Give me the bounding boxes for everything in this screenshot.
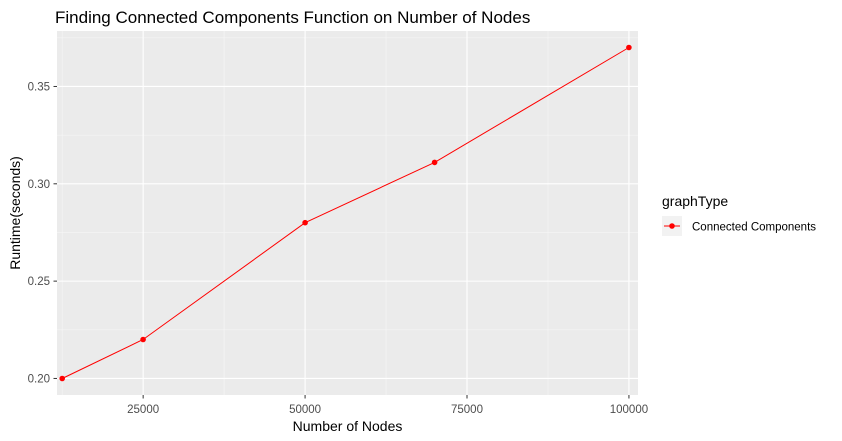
y-axis-title: Runtime(seconds) <box>7 156 23 270</box>
data-point <box>59 375 65 382</box>
major-gridlines <box>57 31 638 395</box>
legend: graphType Connected Components <box>662 193 816 236</box>
y-axis: 0.20 0.25 0.30 0.35 <box>28 81 57 385</box>
y-tick-label: 0.35 <box>28 81 50 93</box>
data-point <box>431 159 438 166</box>
data-point <box>302 219 308 226</box>
data-point <box>626 44 632 51</box>
plot-panel-background <box>57 31 638 395</box>
legend-label-connected-components: Connected Components <box>692 222 816 234</box>
x-tick-label: 25000 <box>127 404 159 416</box>
y-tick-label: 0.25 <box>28 276 50 288</box>
x-axis-title: Number of Nodes <box>293 418 403 434</box>
series-layer <box>59 44 632 382</box>
chart-title: Finding Connected Components Function on… <box>55 8 530 27</box>
x-tick-label: 75000 <box>451 404 483 416</box>
y-tick-label: 0.30 <box>28 179 50 191</box>
x-axis: 25000 50000 75000 100000 <box>127 395 648 416</box>
x-tick-label: 100000 <box>610 404 648 416</box>
legend-key-point <box>669 223 675 229</box>
legend-title: graphType <box>662 193 728 209</box>
y-tick-label: 0.20 <box>28 373 50 385</box>
data-point <box>140 336 146 343</box>
x-tick-label: 50000 <box>289 404 321 416</box>
minor-gridlines <box>57 31 638 395</box>
plot-area <box>57 31 638 395</box>
